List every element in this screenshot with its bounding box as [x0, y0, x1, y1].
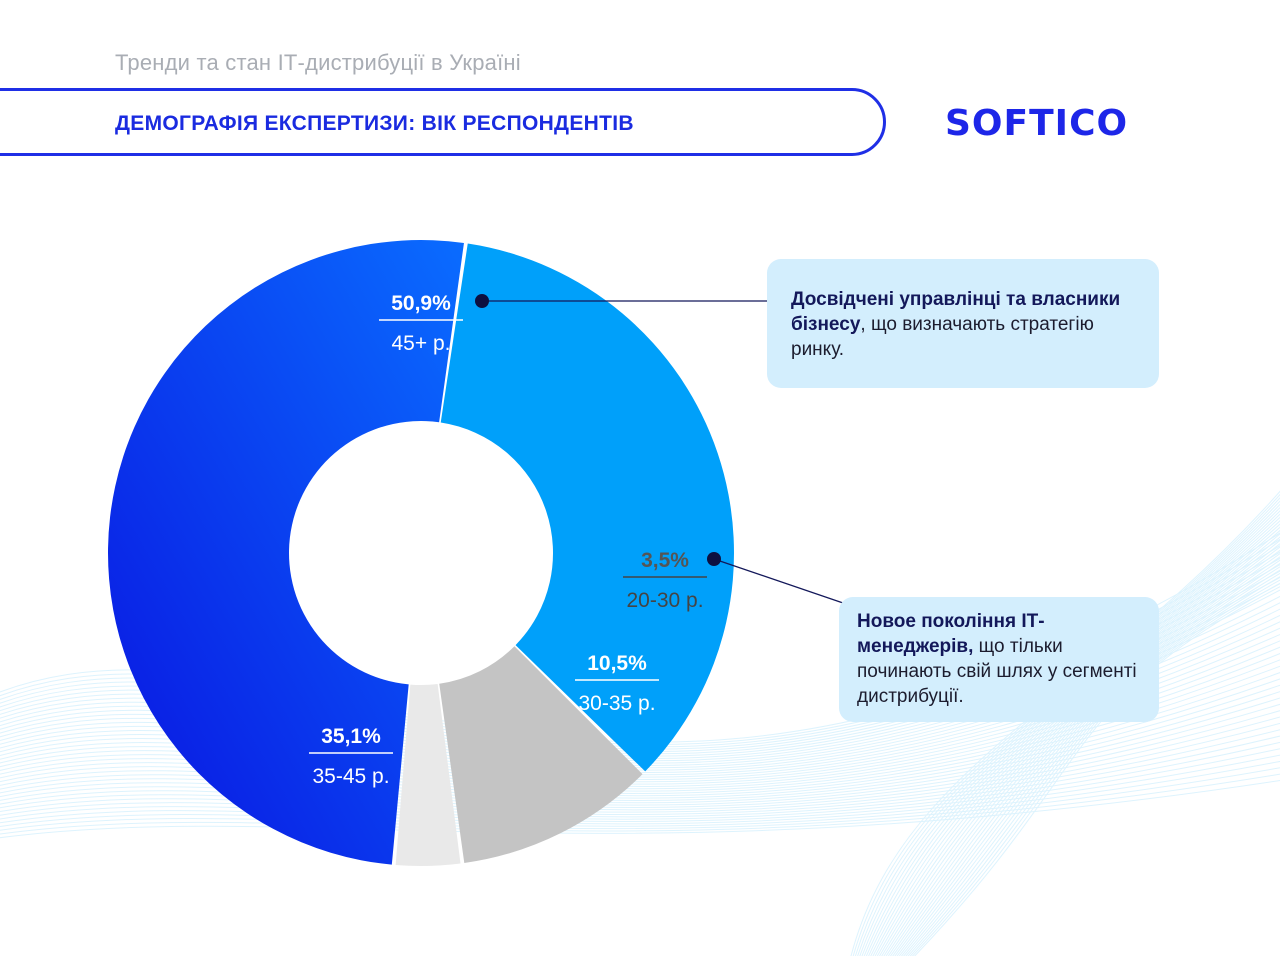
donut-slice-2030	[395, 683, 461, 866]
background-wave-line	[863, 510, 1280, 956]
background-wave-line	[896, 559, 1280, 956]
callout-new-generation-text: що тільки починають свій шлях у сегменті…	[857, 636, 1137, 707]
background-wave-line	[876, 529, 1280, 956]
background-wave-line	[898, 562, 1280, 956]
report-subtitle: Тренди та стан ІТ-дистрибуції в Україні	[115, 50, 521, 75]
background-wave-line	[903, 569, 1280, 956]
background-wave-line	[883, 539, 1280, 956]
callout-connector-dot	[475, 294, 489, 308]
page-title: ДЕМОГРАФІЯ ЕКСПЕРТИЗИ: ВІК РЕСПОНДЕНТІВ	[115, 112, 634, 135]
slice-percent-label: 35,1%	[321, 725, 381, 748]
slice-category-label: 20-30 р.	[626, 589, 703, 612]
callout-experienced-text: , що визначають стратегію ринку.	[791, 314, 1094, 360]
callout-connector-dot	[707, 552, 721, 566]
background-wave-line	[870, 520, 1280, 956]
background-wave-line	[874, 526, 1280, 956]
slice-percent-label: 10,5%	[587, 652, 647, 675]
softico-logo: SOFTICO	[945, 103, 1129, 144]
callout-new-generation: Новое покоління ІТ-менеджерів, що тільки…	[839, 597, 1159, 722]
background-wave-line	[900, 566, 1280, 956]
background-wave-line	[850, 490, 1280, 956]
donut-slice-45+	[107, 239, 464, 865]
slice-percent-label: 50,9%	[391, 292, 451, 315]
background-wave-line	[881, 536, 1280, 956]
background-wave-line	[857, 500, 1280, 956]
callout-experienced: Досвідчені управлінці та власники бізнес…	[767, 259, 1159, 388]
callout-connector-line	[713, 558, 847, 605]
background-wave-line	[911, 582, 1280, 956]
donut-slice-3545	[440, 243, 735, 772]
background-wave-line	[868, 516, 1280, 956]
slice-percent-label: 3,5%	[641, 549, 689, 572]
background-wave-line	[872, 523, 1280, 956]
background-wave-line	[892, 553, 1280, 956]
title-banner	[0, 88, 886, 156]
background-wave-line	[907, 576, 1280, 956]
background-wave-line	[861, 506, 1280, 956]
donut-slice-3035	[439, 646, 643, 863]
background-wave-line	[879, 533, 1280, 956]
background-wave-line	[905, 572, 1280, 956]
slice-category-label: 45+ р.	[392, 332, 451, 355]
background-wave-line	[852, 493, 1280, 956]
background-wave-line	[894, 556, 1280, 956]
slice-category-label: 30-35 р.	[578, 692, 655, 715]
callout-new-generation-highlight: Новое покоління ІТ-менеджерів,	[857, 611, 1045, 657]
background-wave-line	[854, 497, 1280, 956]
background-wave-line	[865, 513, 1280, 956]
background-wave-line	[913, 586, 1280, 956]
background-wave-line	[885, 543, 1280, 956]
background-wave-line	[859, 503, 1280, 956]
slice-category-label: 35-45 р.	[312, 765, 389, 788]
callout-experienced-highlight: Досвідчені управлінці та власники бізнес…	[791, 289, 1121, 335]
background-wave-line	[887, 546, 1280, 956]
background-wave-line	[909, 579, 1280, 956]
background-wave-line	[889, 549, 1280, 956]
